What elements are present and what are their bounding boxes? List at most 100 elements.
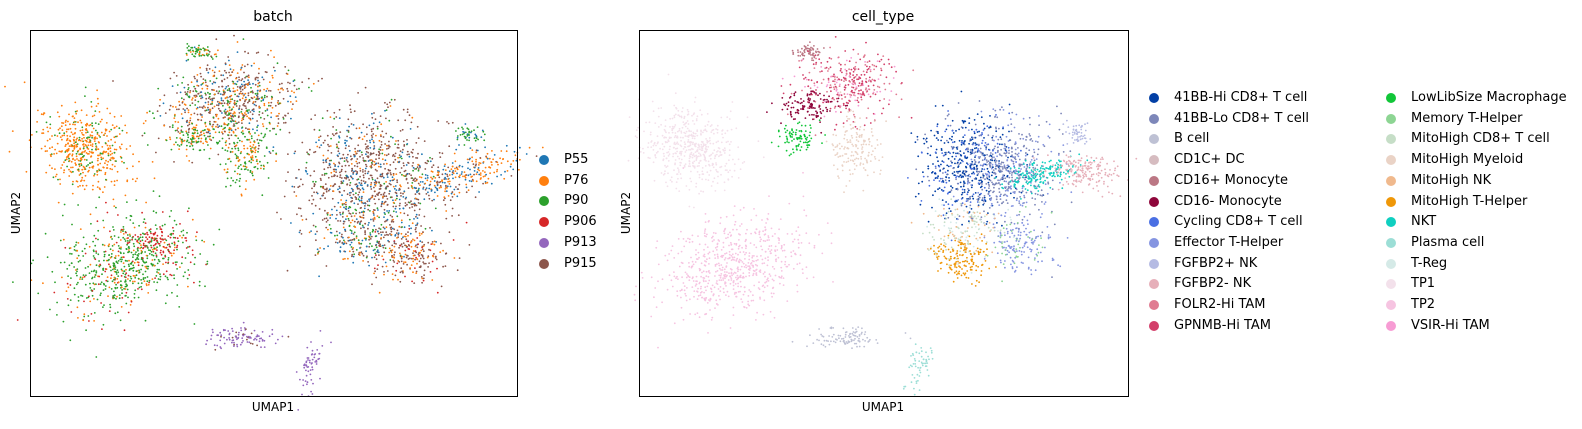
scatter-point xyxy=(126,167,128,170)
scatter-point xyxy=(156,234,159,237)
scatter-point xyxy=(333,170,336,173)
scatter-point xyxy=(101,118,103,121)
scatter-point xyxy=(200,119,203,122)
scatter-point xyxy=(381,173,383,176)
scatter-point xyxy=(753,284,756,287)
scatter-point xyxy=(91,131,93,134)
scatter-point xyxy=(444,190,446,193)
scatter-point xyxy=(251,172,254,175)
scatter-point xyxy=(262,78,265,81)
scatter-point xyxy=(259,160,261,163)
scatter-point xyxy=(772,292,775,295)
scatter-point xyxy=(350,215,353,218)
scatter-point xyxy=(410,264,413,266)
scatter-point xyxy=(680,115,683,118)
scatter-point xyxy=(201,87,204,90)
scatter-point xyxy=(709,169,712,172)
scatter-point xyxy=(694,143,697,146)
scatter-point xyxy=(421,281,423,284)
scatter-point xyxy=(331,208,333,211)
scatter-point xyxy=(116,286,119,289)
scatter-point xyxy=(205,109,208,112)
scatter-point xyxy=(182,234,185,237)
scatter-point xyxy=(362,174,365,177)
scatter-point xyxy=(690,130,692,133)
scatter-point xyxy=(91,136,93,139)
scatter-point xyxy=(386,103,389,106)
scatter-point xyxy=(113,205,116,208)
scatter-point xyxy=(294,150,297,153)
scatter-point xyxy=(213,71,216,74)
scatter-point xyxy=(188,207,190,210)
scatter-point xyxy=(695,159,698,162)
scatter-point xyxy=(72,115,74,118)
scatter-point xyxy=(173,219,176,222)
scatter-point xyxy=(75,244,77,246)
scatter-point xyxy=(156,262,159,265)
scatter-point xyxy=(393,245,396,248)
scatter-point xyxy=(397,161,400,164)
scatter-point xyxy=(278,112,280,115)
scatter-point xyxy=(355,237,358,239)
scatter-point xyxy=(135,270,138,273)
scatter-point xyxy=(169,138,172,141)
scatter-point xyxy=(443,196,446,199)
scatter-point xyxy=(389,214,392,217)
scatter-point xyxy=(198,55,201,57)
scatter-point xyxy=(349,181,352,184)
scatter-point xyxy=(356,184,359,187)
scatter-point xyxy=(313,128,316,131)
scatter-point xyxy=(691,234,694,237)
scatter-point xyxy=(112,198,115,201)
scatter-point xyxy=(353,215,356,217)
scatter-point xyxy=(146,265,148,268)
scatter-point xyxy=(767,213,770,215)
scatter-point xyxy=(253,110,255,113)
scatter-point xyxy=(379,187,382,190)
scatter-point xyxy=(98,111,101,113)
scatter-point xyxy=(116,170,119,173)
scatter-point xyxy=(401,173,403,176)
scatter-point xyxy=(197,92,200,95)
scatter-point xyxy=(684,125,687,128)
scatter-point xyxy=(374,202,377,205)
scatter-point xyxy=(143,218,146,221)
scatter-point xyxy=(311,195,313,197)
scatter-point xyxy=(389,179,392,182)
scatter-point xyxy=(80,294,82,297)
scatter-point xyxy=(340,235,343,238)
scatter-point xyxy=(685,149,688,152)
scatter-point xyxy=(213,97,215,100)
scatter-point xyxy=(350,239,352,242)
scatter-point xyxy=(347,118,350,121)
scatter-point xyxy=(303,364,305,367)
scatter-point xyxy=(333,183,336,186)
scatter-point xyxy=(312,224,315,227)
scatter-point xyxy=(59,127,61,130)
scatter-point xyxy=(79,157,82,160)
scatter-point xyxy=(678,190,681,193)
scatter-point xyxy=(370,183,372,186)
scatter-point xyxy=(677,177,679,180)
scatter-point xyxy=(81,276,84,279)
scatter-point xyxy=(315,239,317,242)
scatter-point xyxy=(314,254,317,256)
scatter-point xyxy=(680,145,683,148)
scatter-point xyxy=(62,238,65,241)
scatter-point xyxy=(693,155,696,158)
scatter-point xyxy=(745,307,748,309)
scatter-point xyxy=(691,154,694,157)
scatter-point xyxy=(379,173,382,176)
scatter-point xyxy=(468,180,471,182)
scatter-point xyxy=(92,184,94,187)
scatter-point xyxy=(691,260,694,263)
scatter-point xyxy=(696,171,699,173)
scatter-point xyxy=(447,180,449,183)
scatter-point xyxy=(187,252,190,255)
scatter-point xyxy=(242,132,245,135)
scatter-point xyxy=(137,277,140,280)
scatter-point xyxy=(400,257,403,260)
scatter-point xyxy=(70,131,73,134)
scatter-point xyxy=(381,158,384,161)
scatter-point xyxy=(505,150,508,153)
